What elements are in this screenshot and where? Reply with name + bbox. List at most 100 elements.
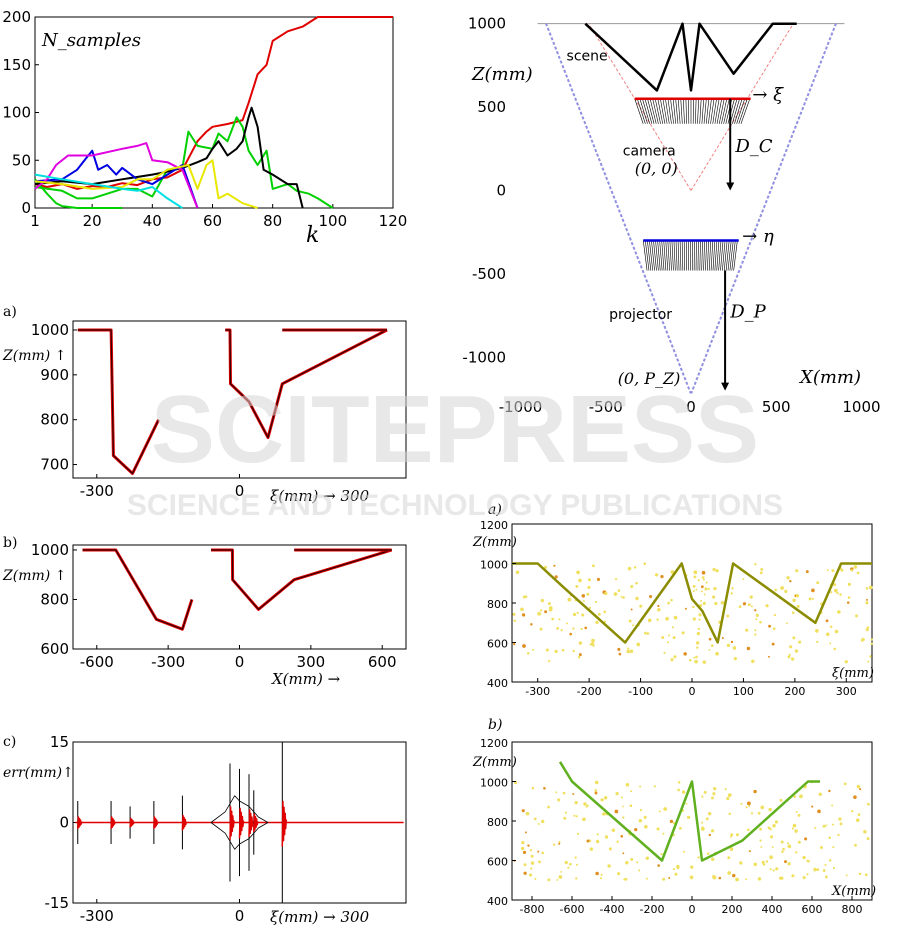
- density-dot: [798, 640, 802, 644]
- density-dot: [747, 801, 751, 806]
- density-dot: [811, 588, 815, 593]
- density-dot: [706, 852, 710, 855]
- density-dot: [768, 807, 772, 812]
- err-wiggle: [248, 809, 254, 838]
- panel-c-xtick-label: -300: [80, 907, 114, 925]
- density-dot: [603, 610, 607, 614]
- projector-ray: [707, 240, 710, 271]
- density-dot: [729, 847, 734, 852]
- density-dot: [604, 835, 609, 839]
- density-dot: [793, 795, 797, 798]
- density-dot: [780, 840, 784, 844]
- projector-ray: [667, 240, 670, 271]
- density-dot: [727, 793, 732, 798]
- panel-b-letter: b): [3, 535, 17, 551]
- density-dot: [537, 850, 540, 853]
- density-dot: [759, 827, 763, 831]
- density-dot: [774, 588, 777, 592]
- density-a-xlabel: ξ(mm): [832, 666, 874, 681]
- density-profile: [558, 761, 820, 862]
- panel-b-series: [82, 548, 393, 631]
- density-dot: [713, 586, 717, 591]
- density-dot: [594, 791, 598, 795]
- density-dot: [685, 802, 688, 805]
- density-dot: [692, 617, 696, 621]
- density-dot: [711, 796, 714, 799]
- density-dot: [703, 790, 707, 794]
- panel-a-ytick-label: 1000: [31, 321, 69, 339]
- samples-xlabel: k: [306, 223, 319, 248]
- density-dot: [646, 632, 650, 635]
- projector-ray: [733, 240, 738, 271]
- density-dot: [866, 626, 870, 629]
- density-dot: [799, 794, 803, 799]
- density-dot: [627, 647, 630, 650]
- panel-c-xlabel: ξ(mm) → 300: [270, 908, 370, 926]
- density-dot: [662, 877, 666, 881]
- density-dot: [657, 864, 661, 867]
- density-b-xtick-label: -200: [640, 903, 665, 916]
- density-dot: [617, 589, 621, 593]
- density-dot: [594, 780, 599, 785]
- density-dot: [681, 631, 685, 635]
- density-b-xtick-label: 400: [762, 903, 783, 916]
- density-dot: [759, 839, 762, 842]
- density-dot: [757, 811, 761, 815]
- density-dot: [843, 782, 847, 786]
- density-dot: [572, 649, 575, 653]
- density-dot: [735, 877, 739, 882]
- density-dot: [513, 619, 517, 623]
- density-dot: [745, 878, 748, 881]
- density-a-xtick-label: 100: [733, 685, 754, 698]
- density-dot: [638, 818, 643, 823]
- density-dot: [586, 839, 590, 843]
- density-dot: [533, 817, 537, 821]
- samples-series: [34, 16, 393, 209]
- density-dot: [738, 605, 742, 609]
- density-dot: [582, 817, 586, 822]
- density-dot: [728, 812, 731, 816]
- density-dot: [551, 617, 555, 621]
- density-dot: [791, 827, 795, 830]
- density-dot: [580, 627, 583, 631]
- err-envelope-upper: [210, 795, 269, 823]
- projector-ray: [703, 240, 705, 271]
- density-dot: [828, 859, 832, 862]
- density-dot: [692, 605, 695, 609]
- density-dot: [526, 651, 530, 655]
- density-dot: [543, 565, 548, 569]
- density-dot: [633, 566, 637, 569]
- geometry-xtick-label: 0: [686, 398, 696, 416]
- samples-xtick-label: 80: [263, 212, 282, 230]
- projector-ray: [665, 240, 669, 271]
- camera-ray: [734, 98, 743, 124]
- density-dot: [853, 565, 858, 569]
- geometry-ylabel: Z(mm): [471, 64, 533, 85]
- density-dot: [622, 805, 624, 808]
- density-dot: [587, 585, 591, 589]
- density-dot: [822, 869, 826, 872]
- density-dot: [560, 870, 563, 873]
- density-dot: [643, 562, 647, 566]
- density-dot: [572, 793, 575, 796]
- density-dot: [818, 792, 822, 797]
- geometry-xtick-label: 1000: [842, 398, 880, 416]
- density-dot: [701, 570, 706, 575]
- density-dot: [778, 876, 782, 880]
- density-dot: [596, 833, 599, 836]
- density-dot: [695, 641, 700, 645]
- density-dot: [715, 651, 719, 656]
- camera-ray: [670, 98, 674, 124]
- density-dot: [564, 811, 568, 814]
- panel-b-ytick-label: 800: [40, 590, 69, 608]
- camera-ray: [695, 98, 697, 124]
- projector-ray: [699, 240, 701, 271]
- density-dot: [727, 856, 731, 860]
- panel-a-ytick-label: 700: [40, 456, 69, 474]
- density-dot: [696, 646, 699, 649]
- density-dot: [625, 783, 630, 787]
- density-dot: [746, 828, 750, 832]
- density-dot: [614, 809, 619, 814]
